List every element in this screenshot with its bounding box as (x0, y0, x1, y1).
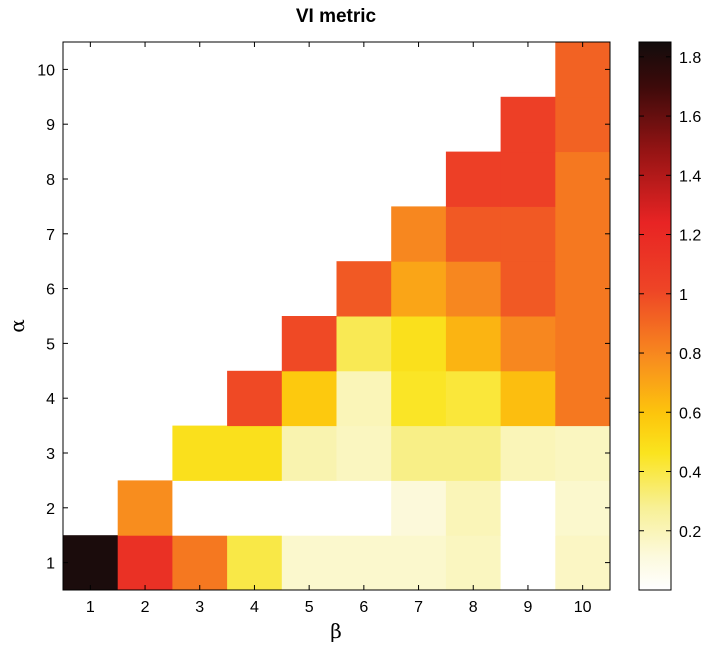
colorbar-tick-label: 0.2 (679, 524, 701, 541)
heatmap-cell (500, 425, 556, 481)
colorbar: 0.2 0.4 0.6 0.8 1 1.2 1.4 1.6 1.8 (638, 41, 701, 591)
heatmap-cell (555, 425, 611, 481)
heatmap-cell (555, 206, 611, 262)
heatmap-cell (555, 42, 611, 98)
heatmap-cell (445, 480, 502, 536)
heatmap-cell (281, 535, 337, 591)
heatmap-cell (336, 480, 392, 536)
heatmap-cell (500, 96, 556, 153)
colorbar-tick-label: 1.6 (679, 109, 701, 126)
heatmap-cell (63, 535, 119, 591)
heatmap-cell (445, 425, 502, 481)
colorbar-tick-label: 0.4 (679, 465, 701, 482)
heatmap-cell (391, 206, 447, 262)
y-tick-label: 3 (46, 446, 55, 463)
y-axis-label: α (5, 319, 29, 333)
heatmap-cell (555, 480, 611, 536)
x-tick-label: 9 (523, 599, 532, 616)
heatmap-cell (445, 535, 502, 591)
x-axis-ticks: 1 2 3 4 5 6 7 8 9 10 (86, 42, 592, 616)
y-tick-label: 8 (46, 172, 55, 189)
x-axis-label: β (330, 619, 342, 643)
colorbar-gradient (638, 41, 672, 591)
y-tick-label: 1 (46, 556, 55, 573)
heatmap-cell (227, 425, 283, 481)
x-tick-label: 8 (469, 599, 478, 616)
colorbar-ticks: 0.2 0.4 0.6 0.8 1 1.2 1.4 1.6 1.8 (639, 50, 701, 541)
y-tick-label: 10 (37, 62, 55, 79)
y-tick-label: 2 (46, 501, 55, 518)
heatmap-cell (336, 535, 392, 591)
heatmap-cell (336, 425, 392, 481)
heatmap-cell (500, 535, 556, 591)
heatmap-cell (172, 480, 228, 536)
heatmap-cell (555, 151, 611, 207)
colorbar-tick-label: 1.4 (679, 168, 701, 185)
heatmap-cell (500, 480, 556, 536)
heatmap-cell (227, 480, 283, 536)
chart-title: VI metric (296, 6, 377, 27)
y-axis-ticks: 1 2 3 4 5 6 7 8 9 10 (37, 62, 610, 573)
heatmap-cell (281, 425, 337, 481)
heatmap-cell (500, 206, 556, 262)
y-tick-label: 6 (46, 282, 55, 299)
heatmap-cell (336, 261, 392, 317)
x-tick-label: 3 (195, 599, 204, 616)
y-tick-label: 9 (46, 117, 55, 134)
heatmap-cell (117, 480, 173, 536)
heatmap-cell (281, 370, 337, 427)
heatmap-cell (445, 151, 502, 207)
colorbar-tick-label: 0.6 (679, 405, 701, 422)
heatmap-cell (336, 370, 392, 427)
heatmap-cell (391, 261, 447, 317)
heatmap-cell (500, 370, 556, 427)
x-tick-label: 6 (359, 599, 368, 616)
heatmap-cell (555, 96, 611, 153)
heatmap-cell (555, 535, 611, 591)
colorbar-tick-label: 1 (679, 287, 688, 304)
heatmap-cell (555, 261, 611, 317)
heatmap-cell (281, 316, 337, 372)
x-tick-label: 1 (86, 599, 95, 616)
heatmap-cell (500, 151, 556, 207)
y-tick-label: 4 (46, 391, 55, 408)
y-tick-label: 7 (46, 227, 55, 244)
heatmap-cell (227, 370, 283, 427)
colorbar-tick-label: 1.8 (679, 50, 701, 67)
heatmap-cell (391, 370, 447, 427)
heatmap-cell (172, 535, 228, 591)
x-tick-label: 4 (250, 599, 259, 616)
heatmap-cell (445, 206, 502, 262)
plot-area-frame (62, 41, 611, 591)
heatmap-cell (555, 316, 611, 372)
heatmap-cell (445, 261, 502, 317)
heatmap-cell (445, 316, 502, 372)
heatmap-cell (391, 480, 447, 536)
y-tick-label: 5 (46, 336, 55, 353)
heatmap-cell (555, 370, 611, 427)
heatmap-cell (391, 316, 447, 372)
x-tick-label: 7 (414, 599, 423, 616)
heatmap-cell (500, 261, 556, 317)
heatmap-cell (117, 535, 173, 591)
heatmap-cell (500, 316, 556, 372)
heatmap-cell (391, 425, 447, 481)
heatmap-cell (336, 316, 392, 372)
colorbar-tick-label: 0.8 (679, 346, 701, 363)
heatmap-cell (391, 535, 447, 591)
heatmap-cell (172, 425, 228, 481)
heatmap-cell (227, 535, 283, 591)
heatmap-cell (445, 370, 502, 427)
x-tick-label: 5 (305, 599, 314, 616)
heatmap-cell (281, 480, 337, 536)
x-tick-label: 10 (574, 599, 592, 616)
heatmap-cells (63, 42, 611, 591)
colorbar-tick-label: 1.2 (679, 228, 701, 245)
x-tick-label: 2 (141, 599, 150, 616)
